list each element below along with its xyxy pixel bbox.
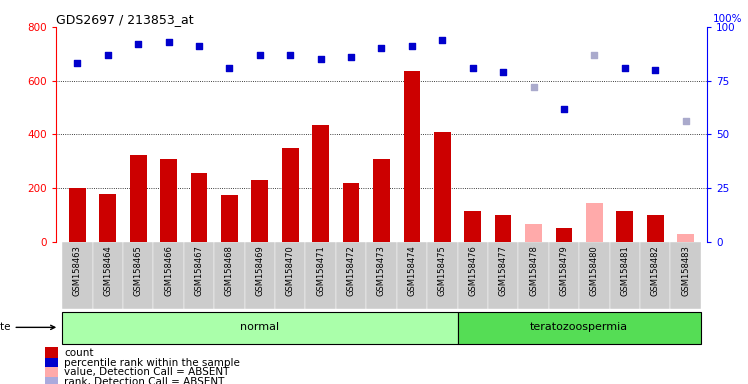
Point bbox=[315, 56, 327, 62]
Text: GSM158477: GSM158477 bbox=[499, 245, 508, 296]
Bar bbox=[221, 195, 238, 242]
Bar bbox=[45, 377, 58, 384]
Bar bbox=[153, 242, 184, 309]
Bar bbox=[245, 242, 275, 309]
Bar bbox=[427, 242, 458, 309]
Text: GSM158475: GSM158475 bbox=[438, 245, 447, 296]
Point bbox=[680, 118, 692, 124]
Bar bbox=[251, 180, 269, 242]
Bar bbox=[313, 125, 329, 242]
Bar bbox=[45, 347, 58, 358]
Point bbox=[224, 65, 236, 71]
Point bbox=[193, 43, 205, 49]
Text: GSM158464: GSM158464 bbox=[103, 245, 112, 296]
Text: GSM158473: GSM158473 bbox=[377, 245, 386, 296]
Bar bbox=[191, 174, 207, 242]
Bar bbox=[93, 242, 123, 309]
Text: GSM158478: GSM158478 bbox=[529, 245, 538, 296]
Text: GDS2697 / 213853_at: GDS2697 / 213853_at bbox=[56, 13, 194, 26]
Text: count: count bbox=[64, 348, 94, 358]
Text: GSM158479: GSM158479 bbox=[560, 245, 568, 296]
Bar bbox=[305, 242, 336, 309]
Bar bbox=[282, 148, 298, 242]
Bar bbox=[373, 159, 390, 242]
Point bbox=[589, 52, 601, 58]
Text: disease state: disease state bbox=[0, 322, 55, 333]
Bar bbox=[458, 242, 488, 309]
Text: normal: normal bbox=[240, 322, 280, 333]
Text: GSM158472: GSM158472 bbox=[346, 245, 355, 296]
Point bbox=[162, 39, 174, 45]
Bar bbox=[99, 194, 116, 242]
Bar bbox=[336, 242, 367, 309]
Text: value, Detection Call = ABSENT: value, Detection Call = ABSENT bbox=[64, 367, 230, 377]
Bar bbox=[69, 188, 86, 242]
Text: GSM158480: GSM158480 bbox=[590, 245, 599, 296]
Bar bbox=[403, 71, 420, 242]
Text: GSM158482: GSM158482 bbox=[651, 245, 660, 296]
Point bbox=[284, 52, 296, 58]
Bar bbox=[275, 242, 305, 309]
Point bbox=[406, 43, 418, 49]
Text: GSM158465: GSM158465 bbox=[134, 245, 143, 296]
Point bbox=[619, 65, 631, 71]
Text: rank, Detection Call = ABSENT: rank, Detection Call = ABSENT bbox=[64, 377, 224, 384]
Text: teratozoospermia: teratozoospermia bbox=[530, 322, 628, 333]
Bar bbox=[579, 242, 610, 309]
Bar bbox=[525, 224, 542, 242]
Point bbox=[254, 52, 266, 58]
Point bbox=[558, 106, 570, 112]
Text: GSM158483: GSM158483 bbox=[681, 245, 690, 296]
Bar bbox=[123, 242, 153, 309]
Bar bbox=[465, 211, 481, 242]
Text: 100%: 100% bbox=[712, 14, 742, 24]
Bar bbox=[677, 234, 694, 242]
Point bbox=[436, 37, 448, 43]
Point bbox=[467, 65, 479, 71]
Bar bbox=[549, 242, 579, 309]
Text: GSM158463: GSM158463 bbox=[73, 245, 82, 296]
Bar bbox=[343, 183, 360, 242]
Point bbox=[375, 45, 387, 51]
Point bbox=[71, 60, 83, 66]
Bar bbox=[434, 132, 450, 242]
Bar bbox=[367, 242, 396, 309]
Bar bbox=[518, 242, 549, 309]
Text: GSM158466: GSM158466 bbox=[164, 245, 173, 296]
Text: GSM158470: GSM158470 bbox=[286, 245, 295, 296]
Bar bbox=[45, 358, 58, 368]
Bar bbox=[130, 155, 147, 242]
Text: GSM158481: GSM158481 bbox=[620, 245, 629, 296]
Bar bbox=[62, 242, 93, 309]
Point bbox=[102, 52, 114, 58]
FancyBboxPatch shape bbox=[62, 312, 458, 344]
Bar bbox=[214, 242, 245, 309]
Bar bbox=[184, 242, 214, 309]
Bar bbox=[647, 215, 663, 242]
Point bbox=[132, 41, 144, 47]
Point bbox=[527, 84, 539, 90]
Text: GSM158467: GSM158467 bbox=[194, 245, 203, 296]
Point bbox=[649, 67, 661, 73]
Bar bbox=[45, 367, 58, 378]
Bar bbox=[160, 159, 177, 242]
Text: GSM158474: GSM158474 bbox=[408, 245, 417, 296]
Text: GSM158468: GSM158468 bbox=[225, 245, 234, 296]
Point bbox=[345, 54, 357, 60]
Text: percentile rank within the sample: percentile rank within the sample bbox=[64, 358, 240, 368]
Text: GSM158471: GSM158471 bbox=[316, 245, 325, 296]
Bar bbox=[616, 211, 633, 242]
Bar bbox=[556, 228, 572, 242]
Bar bbox=[586, 203, 603, 242]
FancyBboxPatch shape bbox=[458, 312, 701, 344]
Text: GSM158476: GSM158476 bbox=[468, 245, 477, 296]
Bar bbox=[670, 242, 701, 309]
Text: GSM158469: GSM158469 bbox=[255, 245, 264, 296]
Bar bbox=[488, 242, 518, 309]
Bar bbox=[396, 242, 427, 309]
Bar bbox=[640, 242, 670, 309]
Bar bbox=[610, 242, 640, 309]
Point bbox=[497, 69, 509, 75]
Bar bbox=[494, 215, 512, 242]
